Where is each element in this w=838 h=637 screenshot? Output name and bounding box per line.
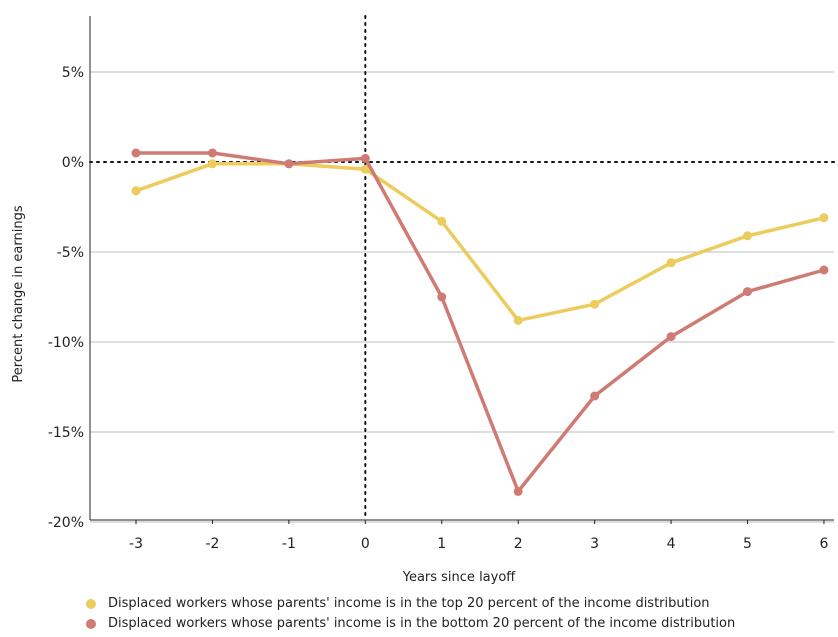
series-line-1: [134, 151, 826, 494]
x-tick-label: 3: [590, 536, 599, 552]
y-tick-label: -15%: [48, 425, 84, 441]
data-point-0: [131, 186, 141, 196]
data-point-1: [513, 486, 523, 496]
data-point-0: [819, 213, 829, 223]
x-tick-label: 6: [819, 536, 828, 552]
data-point-1: [284, 159, 294, 169]
x-tick-label: 2: [514, 536, 523, 552]
y-tick-label: 0%: [62, 155, 84, 171]
y-tick-label: -5%: [57, 245, 84, 261]
axes: [89, 16, 834, 524]
legend-label-bottom-20: Displaced workers whose parents' income …: [108, 616, 736, 631]
line-chart: 5% 0% -5% -10% -15% -20% -3 -2 -1 0 1 2 3 4 5 6 Years …: [11, 15, 835, 585]
x-tick-label: 1: [437, 536, 446, 552]
x-tick-label: 4: [667, 536, 676, 552]
data-point-0: [513, 315, 523, 325]
legend-item-bottom-20: Displaced workers whose parents' income …: [86, 614, 735, 634]
data-point-0: [666, 258, 676, 268]
x-tick-labels: -3 -2 -1 0 1 2 3 4 5 6: [129, 536, 828, 552]
x-tick-label: -3: [129, 536, 143, 552]
data-point-1: [743, 287, 753, 297]
x-axis-label: Years since layoff: [402, 570, 517, 585]
legend-marker-top-20: [86, 599, 96, 609]
legend-label-top-20: Displaced workers whose parents' income …: [108, 596, 710, 611]
data-point-1: [819, 265, 829, 275]
y-tick-labels: 5% 0% -5% -10% -15% -20%: [48, 65, 84, 531]
legend: Displaced workers whose parents' income …: [86, 594, 735, 634]
x-tick-label: 5: [743, 536, 752, 552]
y-tick-label: -10%: [48, 335, 84, 351]
y-axis-label: Percent change in earnings: [11, 205, 26, 382]
gridlines: [90, 71, 834, 523]
data-point-1: [666, 332, 676, 342]
data-point-0: [590, 299, 600, 309]
data-point-0: [437, 216, 447, 226]
legend-item-top-20: Displaced workers whose parents' income …: [86, 594, 735, 614]
data-point-1: [207, 148, 217, 158]
x-tick-label: -1: [282, 536, 296, 552]
data-point-0: [360, 164, 370, 174]
reference-lines: [89, 15, 835, 521]
series-line-0: [134, 162, 826, 323]
data-point-1: [590, 391, 600, 401]
y-tick-label: -20%: [48, 515, 84, 531]
data-point-1: [360, 153, 370, 163]
y-tick-label: 5%: [62, 65, 84, 81]
x-tick-label: -2: [205, 536, 219, 552]
data-point-1: [437, 292, 447, 302]
series-layer: [131, 148, 829, 496]
data-point-1: [131, 148, 141, 158]
data-point-0: [207, 159, 217, 169]
legend-marker-bottom-20: [86, 619, 96, 629]
data-point-0: [743, 231, 753, 241]
x-tick-label: 0: [361, 536, 370, 552]
